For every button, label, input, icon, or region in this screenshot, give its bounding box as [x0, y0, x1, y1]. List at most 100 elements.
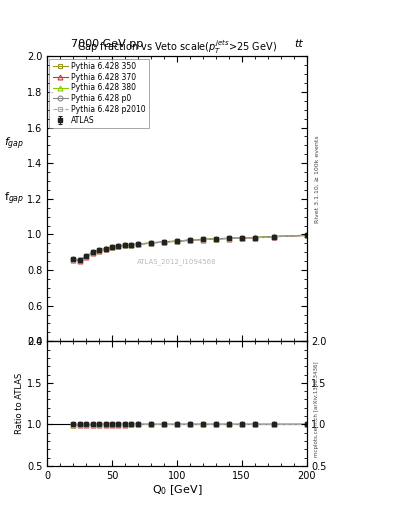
Pythia 6.428 350: [213, 236, 218, 242]
Pythia 6.428 350: [116, 243, 121, 249]
Pythia 6.428 380: [71, 257, 75, 263]
Pythia 6.428 350: [90, 249, 95, 255]
Pythia 6.428 350: [272, 233, 276, 240]
Pythia 6.428 p0: [213, 236, 218, 242]
Line: Pythia 6.428 380: Pythia 6.428 380: [71, 232, 309, 262]
Line: Pythia 6.428 p0: Pythia 6.428 p0: [71, 233, 309, 263]
Pythia 6.428 350: [110, 244, 114, 250]
Pythia 6.428 350: [239, 235, 244, 241]
Pythia 6.428 350: [97, 247, 101, 253]
Pythia 6.428 380: [162, 239, 166, 245]
Y-axis label: Ratio to ATLAS: Ratio to ATLAS: [15, 373, 24, 434]
Pythia 6.428 p0: [103, 246, 108, 252]
Pythia 6.428 350: [103, 246, 108, 252]
Pythia 6.428 p2010: [110, 244, 114, 250]
Pythia 6.428 370: [110, 244, 114, 250]
Pythia 6.428 p2010: [123, 242, 127, 248]
Pythia 6.428 370: [129, 242, 134, 248]
Pythia 6.428 370: [97, 248, 101, 254]
Pythia 6.428 p2010: [162, 239, 166, 245]
Pythia 6.428 370: [116, 243, 121, 249]
Pythia 6.428 350: [84, 253, 88, 260]
X-axis label: Q$_0$ [GeV]: Q$_0$ [GeV]: [152, 483, 202, 497]
Pythia 6.428 p2010: [77, 258, 82, 264]
Pythia 6.428 350: [187, 237, 192, 243]
Pythia 6.428 p0: [200, 237, 205, 243]
Y-axis label: f$_{gap}$: f$_{gap}$: [4, 190, 24, 207]
Pythia 6.428 370: [90, 250, 95, 256]
Line: Pythia 6.428 350: Pythia 6.428 350: [71, 233, 309, 263]
Pythia 6.428 380: [84, 253, 88, 260]
Pythia 6.428 370: [136, 241, 140, 247]
Pythia 6.428 350: [304, 232, 309, 239]
Pythia 6.428 p0: [136, 241, 140, 247]
Pythia 6.428 380: [226, 235, 231, 241]
Pythia 6.428 p0: [174, 238, 179, 244]
Pythia 6.428 370: [226, 236, 231, 242]
Pythia 6.428 370: [213, 236, 218, 242]
Pythia 6.428 p0: [252, 234, 257, 241]
Pythia 6.428 350: [200, 237, 205, 243]
Pythia 6.428 380: [213, 236, 218, 242]
Pythia 6.428 380: [136, 241, 140, 247]
Pythia 6.428 350: [71, 257, 75, 263]
Pythia 6.428 p0: [71, 256, 75, 262]
Text: Rivet 3.1.10, ≥ 100k events: Rivet 3.1.10, ≥ 100k events: [314, 135, 320, 223]
Pythia 6.428 p2010: [90, 249, 95, 255]
Pythia 6.428 p0: [129, 242, 134, 248]
Pythia 6.428 p2010: [226, 236, 231, 242]
Text: $f_{gap}$: $f_{gap}$: [4, 135, 24, 152]
Pythia 6.428 370: [174, 238, 179, 244]
Pythia 6.428 370: [187, 237, 192, 243]
Pythia 6.428 p0: [123, 242, 127, 248]
Pythia 6.428 p2010: [149, 240, 153, 246]
Pythia 6.428 p2010: [103, 246, 108, 252]
Legend: Pythia 6.428 350, Pythia 6.428 370, Pythia 6.428 380, Pythia 6.428 p0, Pythia 6.: Pythia 6.428 350, Pythia 6.428 370, Pyth…: [50, 58, 149, 129]
Pythia 6.428 380: [252, 234, 257, 241]
Title: Gap fraction vs Veto scale($p_T^{jets}$>25 GeV): Gap fraction vs Veto scale($p_T^{jets}$>…: [77, 38, 277, 56]
Pythia 6.428 p0: [110, 244, 114, 250]
Pythia 6.428 370: [200, 237, 205, 243]
Pythia 6.428 380: [129, 242, 134, 248]
Pythia 6.428 370: [239, 235, 244, 241]
Pythia 6.428 370: [84, 254, 88, 260]
Pythia 6.428 380: [97, 247, 101, 253]
Pythia 6.428 380: [90, 249, 95, 255]
Line: Pythia 6.428 p2010: Pythia 6.428 p2010: [71, 233, 309, 263]
Pythia 6.428 p2010: [174, 238, 179, 244]
Pythia 6.428 p2010: [136, 241, 140, 247]
Pythia 6.428 p2010: [213, 236, 218, 242]
Pythia 6.428 p0: [187, 237, 192, 243]
Pythia 6.428 350: [174, 238, 179, 244]
Pythia 6.428 380: [123, 242, 127, 248]
Pythia 6.428 380: [149, 240, 153, 246]
Pythia 6.428 p0: [77, 257, 82, 263]
Pythia 6.428 p2010: [200, 237, 205, 243]
Pythia 6.428 350: [226, 235, 231, 241]
Pythia 6.428 p2010: [252, 234, 257, 241]
Pythia 6.428 380: [77, 257, 82, 263]
Pythia 6.428 350: [252, 234, 257, 241]
Pythia 6.428 p2010: [187, 237, 192, 243]
Text: tt: tt: [294, 38, 303, 49]
Pythia 6.428 370: [103, 246, 108, 252]
Pythia 6.428 350: [77, 257, 82, 263]
Pythia 6.428 370: [149, 240, 153, 246]
Pythia 6.428 350: [136, 241, 140, 247]
Pythia 6.428 p2010: [97, 247, 101, 253]
Pythia 6.428 350: [123, 242, 127, 248]
Pythia 6.428 p0: [90, 249, 95, 255]
Pythia 6.428 380: [116, 243, 121, 249]
Pythia 6.428 p0: [116, 243, 121, 249]
Pythia 6.428 380: [239, 234, 244, 241]
Pythia 6.428 370: [71, 257, 75, 263]
Pythia 6.428 350: [162, 239, 166, 245]
Pythia 6.428 p2010: [129, 242, 134, 248]
Pythia 6.428 380: [103, 245, 108, 251]
Pythia 6.428 p0: [97, 247, 101, 253]
Pythia 6.428 p0: [272, 233, 276, 240]
Text: 7000 GeV pp: 7000 GeV pp: [71, 38, 143, 49]
Pythia 6.428 p2010: [116, 243, 121, 249]
Pythia 6.428 370: [252, 234, 257, 241]
Pythia 6.428 380: [200, 236, 205, 242]
